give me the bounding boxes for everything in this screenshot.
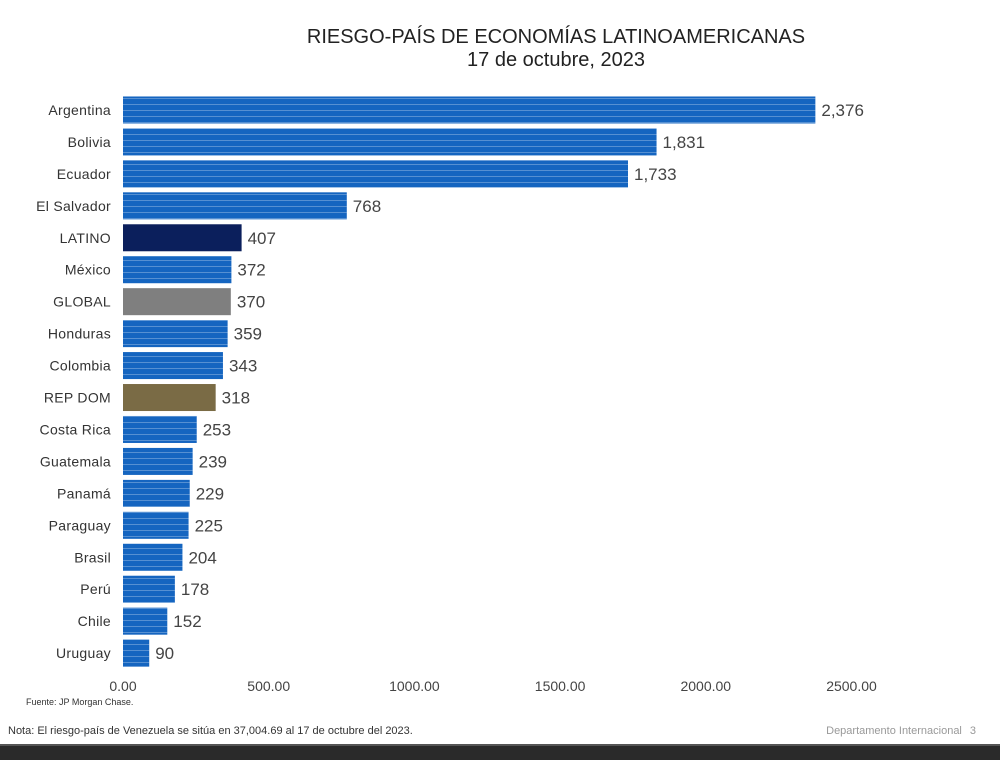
value-label: 152 xyxy=(173,612,201,631)
value-label: 370 xyxy=(237,293,265,312)
category-label: Perú xyxy=(80,581,111,597)
category-label: Argentina xyxy=(48,102,111,118)
bar-texture xyxy=(123,352,223,380)
category-label: Panamá xyxy=(57,485,111,501)
bar-texture xyxy=(123,160,628,188)
category-label: Guatemala xyxy=(40,453,111,469)
value-label: 2,376 xyxy=(821,101,864,120)
value-label: 253 xyxy=(203,420,231,439)
category-label: REP DOM xyxy=(44,390,111,406)
footnote: Nota: El riesgo-país de Venezuela se sit… xyxy=(8,725,413,737)
bar-texture xyxy=(123,639,150,667)
x-tick-label: 1000.00 xyxy=(389,678,440,694)
bar-texture xyxy=(123,415,197,443)
footer-department: Departamento Internacional 3 xyxy=(826,725,976,737)
source-note: Fuente: JP Morgan Chase. xyxy=(26,697,134,707)
category-label: GLOBAL xyxy=(53,294,111,310)
window-bottom-bar xyxy=(0,744,1000,760)
x-tick-label: 2000.00 xyxy=(680,678,731,694)
value-label: 372 xyxy=(237,261,265,280)
category-label: Uruguay xyxy=(56,645,111,661)
x-tick-label: 1500.00 xyxy=(535,678,586,694)
bar-texture xyxy=(123,447,193,475)
bar-texture xyxy=(123,479,190,507)
bar-texture xyxy=(123,256,232,284)
value-label: 407 xyxy=(248,229,276,248)
value-label: 1,733 xyxy=(634,165,677,184)
category-label: Paraguay xyxy=(49,517,111,533)
value-label: 359 xyxy=(234,325,262,344)
value-label: 1,831 xyxy=(663,133,706,152)
x-tick-label: 2500.00 xyxy=(826,678,877,694)
value-label: 318 xyxy=(222,389,250,408)
bar xyxy=(123,224,242,252)
x-tick-label: 0.00 xyxy=(109,678,136,694)
slide: RIESGO-PAÍS DE ECONOMÍAS LATINOAMERICANA… xyxy=(8,25,976,737)
x-tick-label: 500.00 xyxy=(247,678,290,694)
category-label: Costa Rica xyxy=(40,421,111,437)
category-label: Chile xyxy=(78,613,111,629)
value-label: 239 xyxy=(199,452,227,471)
category-label: Brasil xyxy=(74,549,111,565)
category-label: Colombia xyxy=(49,358,111,374)
bar xyxy=(123,384,216,412)
value-label: 204 xyxy=(188,548,216,567)
bar-texture xyxy=(123,607,168,635)
bars-layer: Argentina 2,376 Bolivia 1,831 Ecuador 1,733 El… xyxy=(36,96,864,667)
bar xyxy=(123,288,231,316)
value-label: 225 xyxy=(195,516,223,535)
bar-texture xyxy=(123,128,657,156)
chart-title: RIESGO-PAÍS DE ECONOMÍAS LATINOAMERICANA… xyxy=(307,25,805,48)
value-label: 178 xyxy=(181,580,209,599)
category-label: Honduras xyxy=(48,326,111,342)
category-label: México xyxy=(65,262,111,278)
page-number: 3 xyxy=(969,725,976,737)
category-label: LATINO xyxy=(60,230,111,246)
category-label: Ecuador xyxy=(57,166,111,182)
value-label: 90 xyxy=(155,644,174,663)
bar-texture xyxy=(123,575,175,603)
bar-chart: RIESGO-PAÍS DE ECONOMÍAS LATINOAMERICANA… xyxy=(36,25,877,694)
category-label: El Salvador xyxy=(36,198,111,214)
value-label: 768 xyxy=(353,197,381,216)
category-label: Bolivia xyxy=(68,134,111,150)
bar-texture xyxy=(123,192,347,220)
bar-texture xyxy=(123,543,183,571)
x-axis-ticks: 0.00 500.00 1000.00 1500.00 2000.00 2500.00 xyxy=(109,678,877,694)
bar-texture xyxy=(123,320,228,348)
chart-subtitle: 17 de octubre, 2023 xyxy=(467,49,645,71)
department-label: Departamento Internacional xyxy=(826,725,962,737)
bar-texture xyxy=(123,511,189,539)
value-label: 229 xyxy=(196,484,224,503)
value-label: 343 xyxy=(229,357,257,376)
bar-texture xyxy=(123,96,816,124)
